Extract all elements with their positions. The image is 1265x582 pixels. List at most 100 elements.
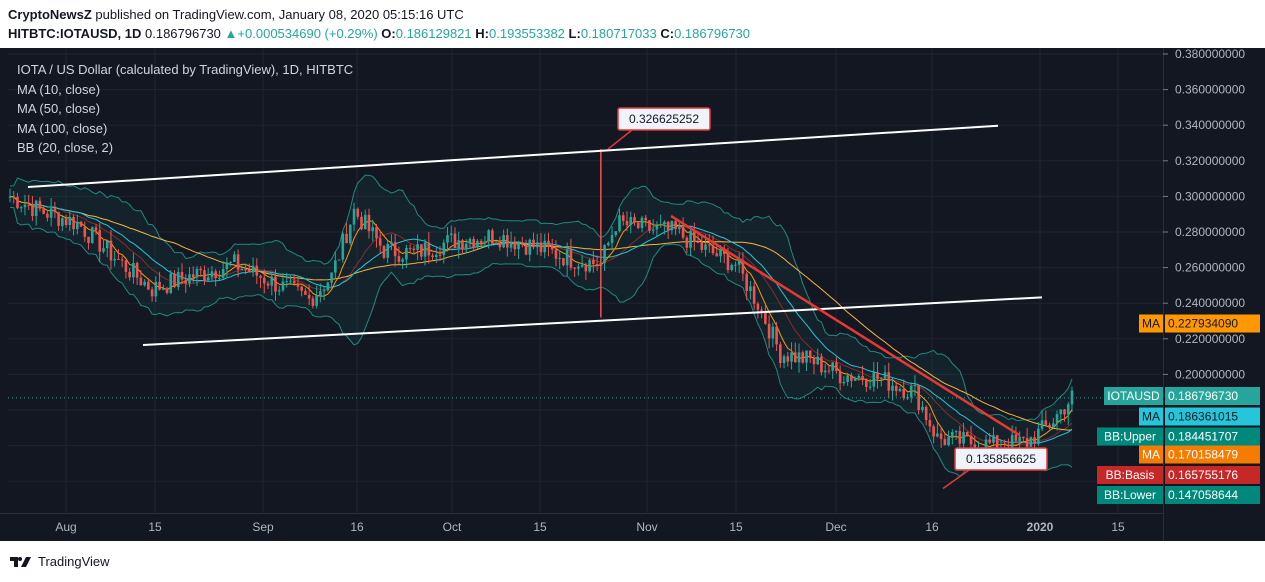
legend-ma100[interactable]: MA (100, close)	[17, 120, 108, 136]
candle-body	[83, 226, 87, 237]
candle-body	[307, 294, 311, 299]
x-tick-label: Dec	[825, 520, 846, 534]
candle-body	[42, 208, 45, 214]
candle-body	[678, 227, 681, 230]
candle-body	[865, 380, 868, 387]
candle-body	[573, 267, 576, 269]
tradingview-brand[interactable]: TradingView	[38, 554, 110, 569]
candle-body	[229, 261, 232, 263]
candle-body	[244, 268, 247, 270]
candle-body	[1029, 437, 1033, 447]
candle-body	[745, 273, 748, 292]
price-label-tag	[1139, 407, 1163, 426]
candle-body	[842, 381, 846, 384]
candle-body	[251, 265, 255, 273]
candle-body	[707, 244, 711, 246]
price-label: IOTAUSD 0.186796730	[1104, 387, 1260, 405]
candle-body	[1051, 423, 1055, 428]
candle-body	[689, 230, 692, 248]
chart-legend: IOTA / US Dollar (calculated by TradingV…	[17, 60, 353, 158]
candle-body	[378, 238, 382, 246]
price-label-box	[1165, 314, 1260, 333]
candle-body	[883, 372, 887, 379]
candle-body	[528, 239, 532, 255]
price-label-box	[1165, 387, 1260, 405]
candle-body	[315, 295, 318, 306]
annotations: 0.326625252 0.135856625	[8, 107, 1163, 490]
candle-body	[790, 352, 793, 362]
candle-body	[543, 240, 547, 253]
legend-ma10[interactable]: MA (10, close)	[17, 81, 101, 97]
candle-body	[423, 242, 427, 257]
price-label-box	[1165, 407, 1260, 426]
candle-body	[584, 264, 588, 272]
candle-body	[992, 435, 995, 443]
candle-body	[704, 244, 707, 250]
candle-body	[348, 224, 352, 244]
candle-body	[405, 248, 408, 260]
price-label-value: 0.186796730	[1168, 389, 1238, 403]
candle-body	[61, 218, 64, 226]
candle-body	[176, 272, 180, 288]
candle-body	[94, 227, 98, 231]
y-tick-label: 0.340000000	[1175, 118, 1245, 132]
candle-body	[266, 283, 270, 286]
price-label-value: 0.186361015	[1168, 410, 1238, 424]
high-label: H:	[475, 26, 489, 41]
time-axis[interactable]: Aug 15 Sep 16 Oct 15 Nov 15 Dec 16 2020 15	[55, 520, 1125, 534]
price-label-box	[1165, 445, 1260, 464]
candle-body	[1066, 404, 1070, 415]
candle-body	[19, 207, 23, 209]
price-label: MA 0.170158479	[1139, 445, 1260, 464]
candle-body	[158, 281, 161, 290]
candle-body	[962, 432, 965, 444]
legend-ma50[interactable]: MA (50, close)	[17, 101, 101, 116]
candle-body	[420, 244, 423, 257]
price-chart[interactable]: 0.326625252 0.135856625 0.380000000 0.3600…	[0, 48, 1265, 541]
candle-body	[72, 216, 75, 230]
candle-body	[38, 200, 42, 209]
candle-body	[334, 260, 337, 273]
candle-body	[162, 288, 165, 290]
candle-body	[520, 242, 524, 245]
candle-body	[1048, 424, 1051, 428]
x-tick-label: Oct	[443, 520, 462, 534]
tradingview-logo-icon[interactable]	[8, 553, 32, 569]
candle-body	[838, 371, 842, 384]
candle-body	[1018, 436, 1021, 441]
candle-body	[857, 375, 861, 378]
candle-body	[827, 370, 831, 372]
low-annotation-box	[954, 447, 1048, 471]
price-label-value: 0.165755176	[1168, 468, 1238, 482]
candle-body	[764, 310, 767, 324]
candle-body	[1022, 436, 1025, 439]
candle-body	[90, 227, 94, 243]
candle-body	[367, 214, 371, 232]
candle-body	[868, 386, 872, 388]
candle-body	[928, 420, 932, 427]
x-tick-label: 16	[925, 520, 939, 534]
candle-body	[120, 259, 124, 261]
candle-body	[876, 372, 879, 379]
candle-body	[191, 274, 195, 278]
candle-body	[386, 243, 389, 258]
candle-body	[618, 215, 621, 232]
candle-body	[248, 269, 251, 273]
candle-body	[360, 216, 363, 230]
price-axis[interactable]: 0.380000000 0.360000000 0.340000000 0.32000…	[1097, 48, 1260, 504]
publisher-name[interactable]: CryptoNewsZ	[8, 7, 92, 22]
legend-bb[interactable]: BB (20, close, 2)	[17, 140, 114, 155]
x-tick-label: Sep	[252, 520, 274, 534]
candle-body	[438, 254, 442, 256]
candle-body	[322, 290, 326, 292]
open-value: 0.186129821	[395, 26, 472, 41]
candle-body	[741, 260, 745, 274]
y-tick-label: 0.300000000	[1175, 189, 1245, 203]
candle-body	[16, 196, 19, 209]
price-label-tag	[1097, 427, 1163, 446]
low-annotation-pointer	[942, 469, 970, 490]
candle-body	[311, 298, 315, 306]
candle-body	[221, 269, 225, 278]
candle-body	[850, 375, 853, 381]
candle-body	[547, 240, 550, 247]
